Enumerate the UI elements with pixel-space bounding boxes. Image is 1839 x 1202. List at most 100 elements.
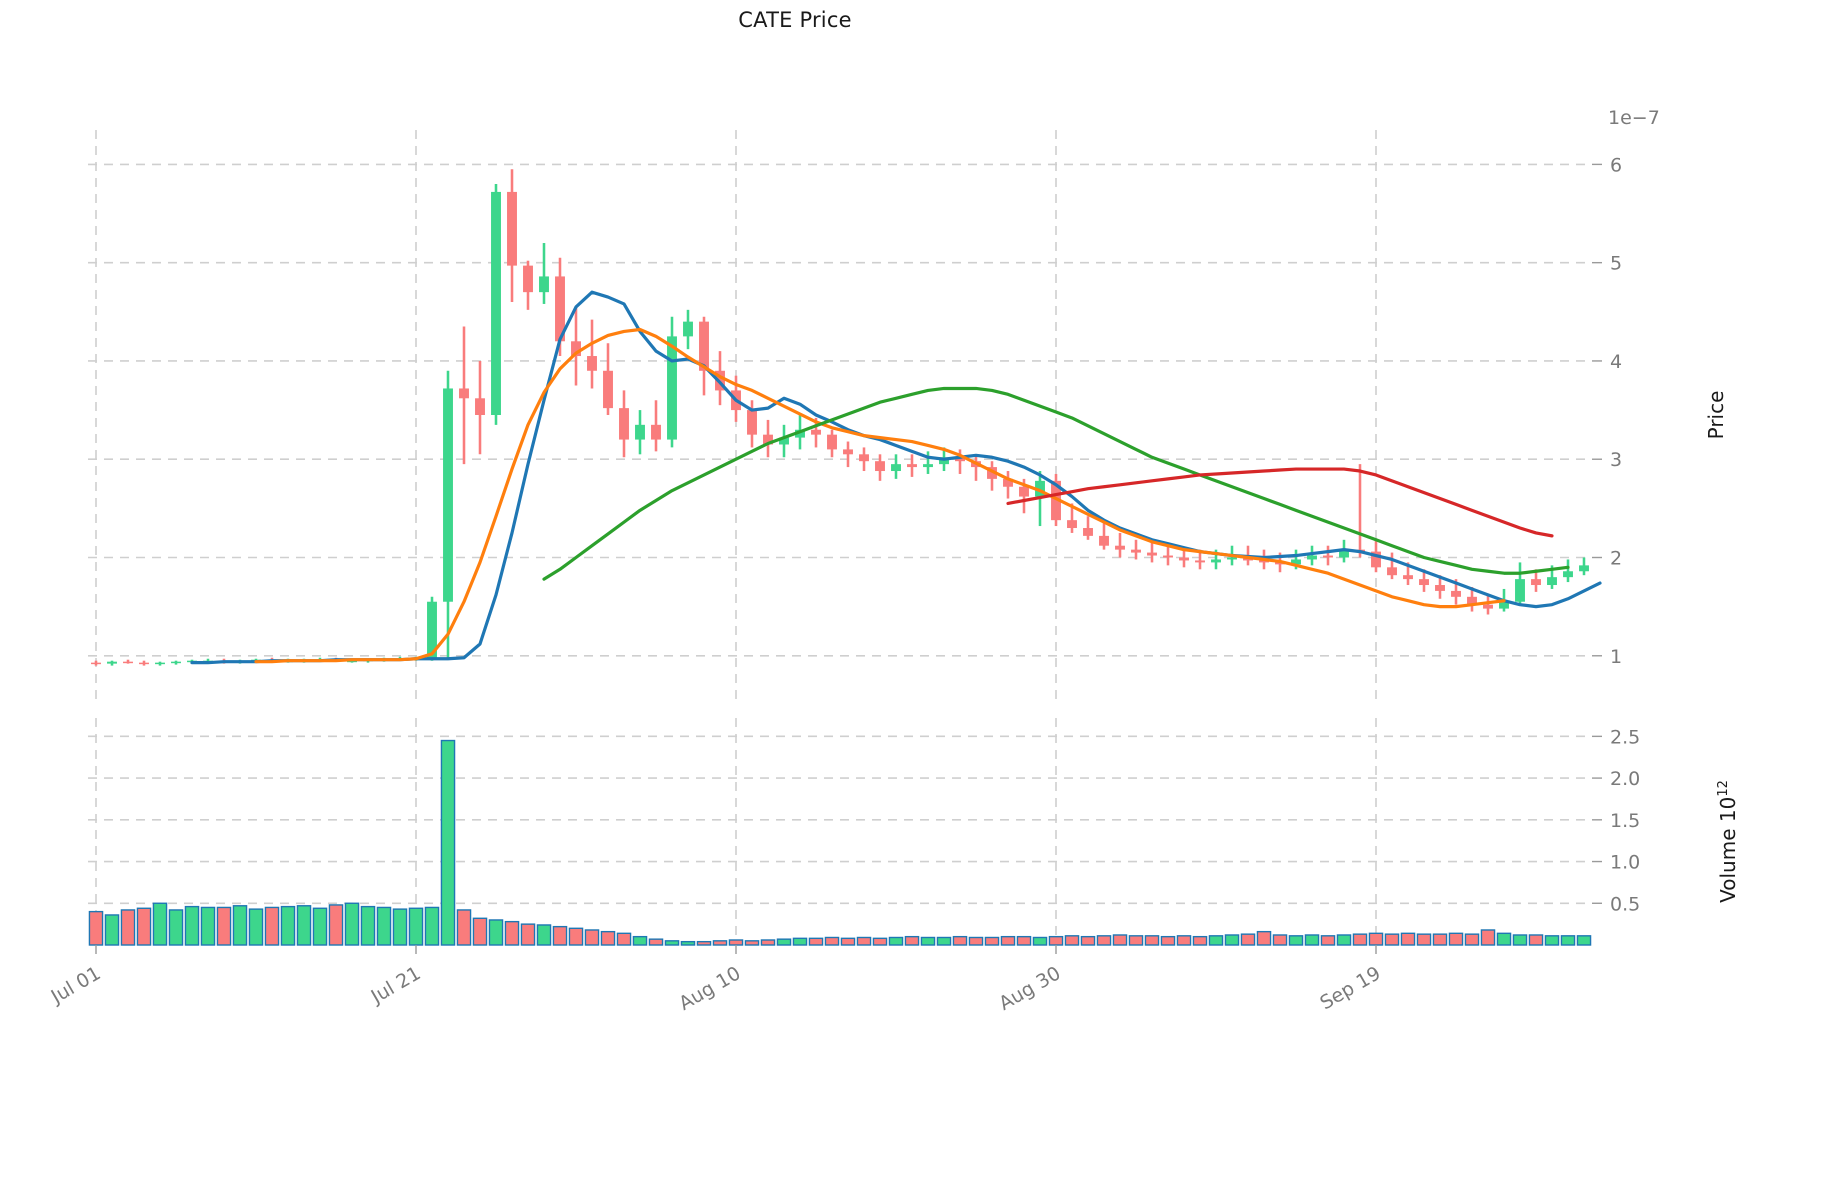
- volume-bar: [1336, 934, 1352, 946]
- candlestick: [523, 265, 533, 293]
- volume-bar: [1208, 935, 1224, 946]
- candlestick: [795, 429, 805, 438]
- candlestick: [763, 434, 773, 445]
- candlestick: [1083, 528, 1093, 536]
- price-tick-label: 4: [1610, 351, 1622, 373]
- volume-bar: [200, 906, 216, 946]
- candlestick: [1067, 520, 1077, 529]
- candlestick: [1035, 480, 1045, 497]
- volume-bar: [856, 936, 872, 946]
- volume-bar: [1352, 933, 1368, 946]
- volume-bar: [1512, 934, 1528, 946]
- candlestick: [859, 454, 869, 462]
- volume-bar: [952, 935, 968, 946]
- volume-bar: [1080, 935, 1096, 946]
- volume-bar: [1368, 932, 1384, 946]
- volume-bar: [680, 940, 696, 946]
- candlestick: [1275, 562, 1285, 565]
- volume-axis-ticks: 2.5 2.0 1.5 1.0 0.5: [1592, 726, 1640, 915]
- candlestick: [587, 356, 597, 371]
- candlestick: [1147, 552, 1157, 556]
- x-tick-label: Jul 21: [367, 962, 425, 1008]
- candlestick: [475, 398, 485, 415]
- candlestick: [1179, 557, 1189, 561]
- candlestick: [427, 601, 437, 658]
- candlestick: [1339, 549, 1349, 558]
- candlestick: [955, 457, 965, 462]
- volume-bar: [184, 905, 200, 946]
- volume-bar: [1096, 935, 1112, 946]
- volume-bar: [712, 940, 728, 946]
- candlestick: [1307, 555, 1317, 560]
- candlestick: [1195, 560, 1205, 563]
- volume-tick-label: 2.5: [1610, 726, 1640, 748]
- volume-bar: [1192, 935, 1208, 946]
- volume-bar: [408, 907, 424, 946]
- x-tick-label: Aug 30: [995, 962, 1064, 1015]
- candlestick: [923, 464, 933, 468]
- price-axis-ticks: 6 5 4 3 2 1: [1592, 154, 1622, 668]
- volume-bar: [968, 936, 984, 946]
- candlestick: [1227, 557, 1237, 560]
- candlestick: [811, 429, 821, 435]
- volume-bar: [696, 940, 712, 946]
- volume-bar: [472, 917, 488, 946]
- volume-bar: [1464, 933, 1480, 946]
- candlestick: [651, 424, 661, 440]
- volume-tick-label: 2.0: [1610, 768, 1640, 790]
- candlestick: [1467, 596, 1477, 605]
- moving-average-lines: [190, 290, 1602, 665]
- candlestick: [1051, 480, 1061, 521]
- candlestick: [107, 661, 117, 664]
- volume-bar: [360, 905, 376, 946]
- volume-bar: [312, 907, 328, 946]
- volume-bar: [872, 937, 888, 946]
- volume-bar: [824, 936, 840, 946]
- volume-bar: [248, 908, 264, 946]
- candlestick: [667, 336, 677, 440]
- volume-bar: [328, 904, 344, 946]
- volume-bar: [568, 927, 584, 946]
- volume-bar: [152, 902, 168, 946]
- candlestick: [1099, 535, 1109, 546]
- volume-bar: [232, 905, 248, 946]
- volume-bar: [1528, 934, 1544, 946]
- volume-bar: [1384, 933, 1400, 946]
- ma-line-ma-short: [190, 290, 1602, 665]
- volume-bar: [1064, 935, 1080, 946]
- volume-bar: [648, 938, 664, 946]
- volume-bar: [728, 939, 744, 946]
- volume-bar: [280, 905, 296, 946]
- volume-bar: [392, 908, 408, 946]
- volume-bar: [536, 924, 552, 946]
- candlestick: [1371, 551, 1381, 568]
- volume-bar: [488, 919, 504, 946]
- candlestick: [699, 321, 709, 371]
- volume-bar: [168, 909, 184, 946]
- volume-bar: [1560, 935, 1576, 946]
- volume-bar: [1400, 932, 1416, 946]
- candlestick: [1387, 567, 1397, 576]
- volume-bar: [1448, 932, 1464, 946]
- candlestick: [443, 388, 453, 602]
- volume-bar: [1032, 936, 1048, 946]
- candlestick: [555, 276, 565, 342]
- volume-bar: [984, 936, 1000, 946]
- volume-bar: [1144, 935, 1160, 946]
- candlestick: [1515, 579, 1525, 602]
- volume-bar: [440, 739, 456, 946]
- candlestick: [347, 660, 357, 663]
- volume-bar: [632, 935, 648, 946]
- volume-bar: [1224, 934, 1240, 946]
- candlestick: [1531, 579, 1541, 586]
- volume-bar: [1048, 935, 1064, 946]
- volume-bar: [888, 936, 904, 946]
- volume-bar: [1496, 932, 1512, 946]
- candlestick: [779, 437, 789, 445]
- volume-bar: [1272, 934, 1288, 946]
- candlestick: [1499, 601, 1509, 609]
- volume-bar: [104, 914, 120, 946]
- volume-bar: [1480, 929, 1496, 946]
- volume-bar: [1000, 935, 1016, 946]
